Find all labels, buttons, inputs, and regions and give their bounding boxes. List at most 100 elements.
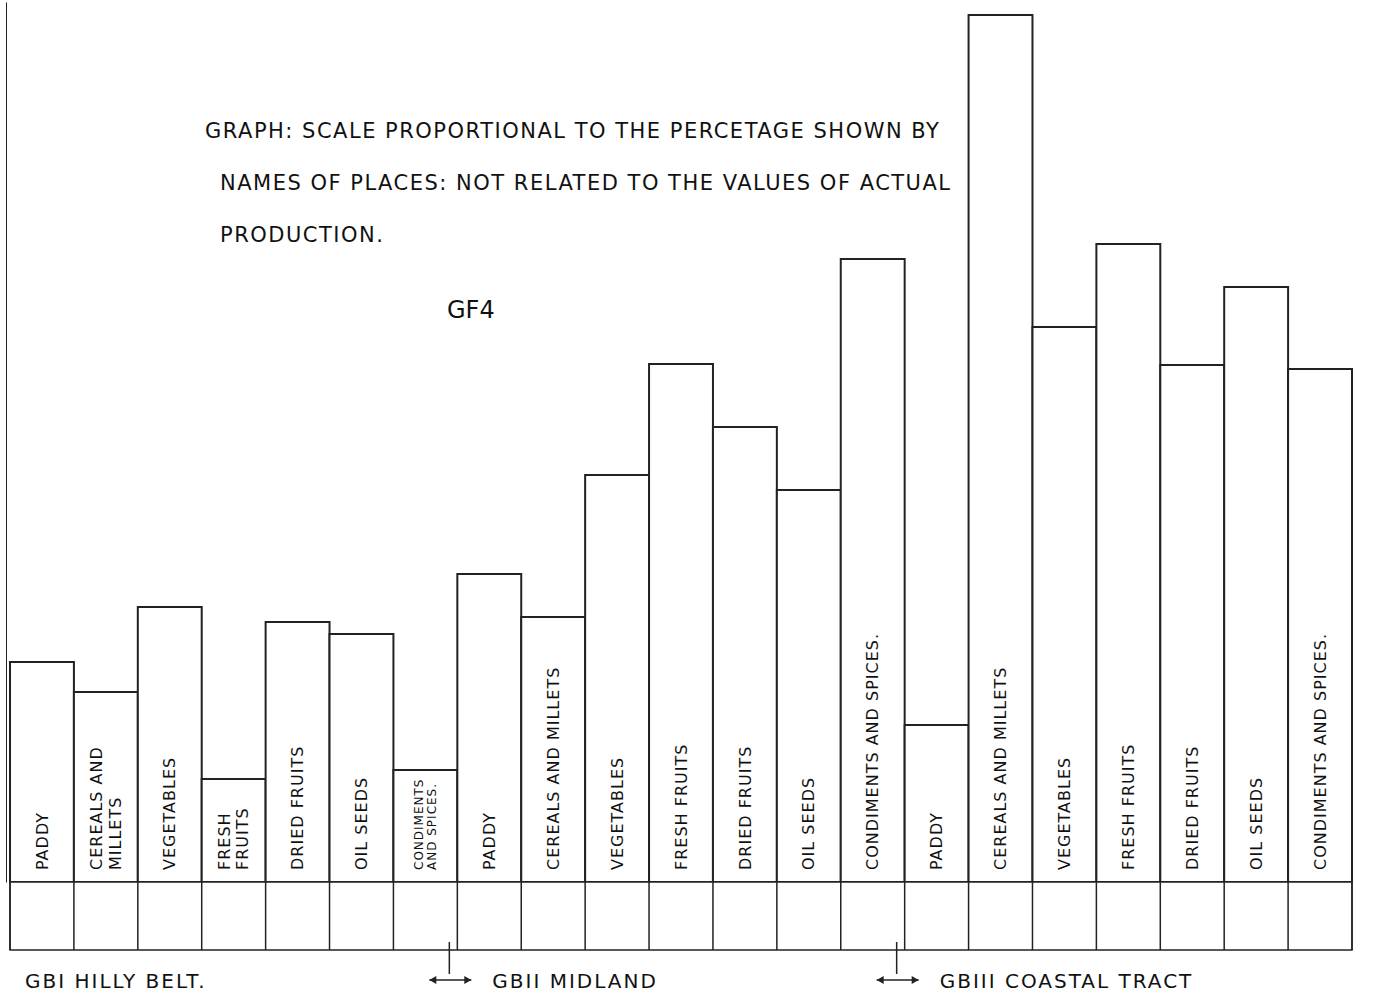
bar [1160, 365, 1224, 882]
bar [521, 617, 585, 882]
category-label: CONDIMENTS AND SPICES. [1311, 633, 1330, 870]
category-label: PADDY [33, 812, 52, 870]
bar [1096, 244, 1160, 882]
bar [1032, 327, 1096, 882]
group-arrow-head [464, 976, 471, 984]
group-arrow-head [912, 976, 919, 984]
base-divider [1096, 882, 1098, 950]
category-label: CONDIMENTSAND SPICES. [412, 779, 440, 870]
group-labels: GBI HILLY BELT. GBII MIDLAND GBIII COASTAL… [25, 942, 1193, 993]
category-label: FRESH FRUITS [1119, 744, 1138, 870]
category-label: OIL SEEDS [1247, 777, 1266, 870]
bar [457, 574, 521, 882]
bars [10, 15, 1352, 882]
category-label: CEREALS AND MILLETS [544, 667, 563, 870]
base-divider [968, 882, 970, 950]
bar [649, 364, 713, 882]
category-label: VEGETABLES [1055, 757, 1074, 870]
bar [330, 634, 394, 882]
category-label: PADDY [927, 812, 946, 870]
y-axis-line [6, 3, 7, 883]
bar [10, 662, 74, 882]
category-label-line: FRESH FRUITS [1119, 744, 1138, 870]
base-divider [776, 882, 778, 950]
bar [74, 692, 138, 882]
category-label-line: CONDIMENTS AND SPICES. [1311, 633, 1330, 870]
category-label-line: DRIED FRUITS [288, 746, 307, 870]
category-label: FRESHFRUITS [215, 807, 252, 870]
category-label: DRIED FRUITS [736, 746, 755, 870]
group-arrow-head [877, 976, 884, 984]
category-labels: PADDYCEREALS ANDMILLETSVEGETABLESFRESHFR… [33, 633, 1330, 870]
category-label-line: CONDIMENTS [412, 779, 426, 870]
title-line: GRAPH: SCALE PROPORTIONAL TO THE PERCETA… [205, 119, 940, 143]
base-divider [9, 882, 11, 950]
category-label-line: PADDY [33, 812, 52, 870]
category-label-line: CEREALS AND MILLETS [991, 667, 1010, 870]
category-label-line: OIL SEEDS [799, 777, 818, 870]
category-label: VEGETABLES [608, 757, 627, 870]
group-label: GBI HILLY BELT. [25, 969, 207, 993]
category-label: CEREALS AND MILLETS [991, 667, 1010, 870]
base-divider [457, 882, 459, 950]
category-label: DRIED FRUITS [288, 746, 307, 870]
base-divider [1287, 882, 1289, 950]
base-divider [201, 882, 203, 950]
category-label-line: VEGETABLES [1055, 757, 1074, 870]
category-label-line: CEREALS AND MILLETS [544, 667, 563, 870]
base-divider [329, 882, 331, 950]
group-label: GBII MIDLAND [492, 969, 658, 993]
base-strip [10, 882, 1352, 950]
category-label-line: PADDY [480, 812, 499, 870]
category-label-line: FRUITS [233, 807, 252, 870]
category-label-line: DRIED FRUITS [1183, 746, 1202, 870]
annotation: GF4 [447, 296, 495, 324]
category-label-line: FRESH FRUITS [672, 744, 691, 870]
category-label: OIL SEEDS [352, 777, 371, 870]
base-divider [393, 882, 395, 950]
group-separator [449, 942, 451, 974]
category-label: CONDIMENTS AND SPICES. [863, 633, 882, 870]
bar [713, 427, 777, 882]
base-divider [265, 882, 267, 950]
group-arrow-head [429, 976, 436, 984]
base-divider [73, 882, 75, 950]
group-separator [896, 942, 898, 974]
category-label-line: FRESH [215, 812, 234, 870]
base-divider [1351, 882, 1353, 950]
bar [585, 475, 649, 882]
base-divider [712, 882, 714, 950]
title: GRAPH: SCALE PROPORTIONAL TO THE PERCETA… [205, 119, 952, 247]
title-line: NAMES OF PLACES: NOT RELATED TO THE VALU… [220, 171, 952, 195]
category-label: VEGETABLES [160, 757, 179, 870]
bar [905, 725, 969, 882]
bar [138, 607, 202, 882]
bar [777, 490, 841, 882]
category-label-line: PADDY [927, 812, 946, 870]
bar [393, 770, 457, 882]
category-label-line: OIL SEEDS [1247, 777, 1266, 870]
category-label: DRIED FRUITS [1183, 746, 1202, 870]
base-strip-box [10, 882, 1352, 950]
category-label: FRESH FRUITS [672, 744, 691, 870]
category-label-line: DRIED FRUITS [736, 746, 755, 870]
bar [841, 259, 905, 882]
category-label-line: VEGETABLES [608, 757, 627, 870]
base-divider [520, 882, 522, 950]
category-label-line: VEGETABLES [160, 757, 179, 870]
base-divider [137, 882, 139, 950]
category-label-line: CEREALS AND [87, 746, 106, 870]
group-label: GBIII COASTAL TRACT [940, 969, 1194, 993]
title-line: PRODUCTION. [220, 223, 384, 247]
bar [1224, 287, 1288, 882]
title-text: GRAPH: SCALE PROPORTIONAL TO THE PERCETA… [205, 119, 952, 247]
base-divider [1160, 882, 1162, 950]
category-label: PADDY [480, 812, 499, 870]
bar [1288, 369, 1352, 882]
base-divider [648, 882, 650, 950]
category-label-line: MILLETS [106, 797, 125, 870]
bar [202, 779, 266, 882]
base-divider [1032, 882, 1034, 950]
category-label-line: CONDIMENTS AND SPICES. [863, 633, 882, 870]
bar [266, 622, 330, 882]
